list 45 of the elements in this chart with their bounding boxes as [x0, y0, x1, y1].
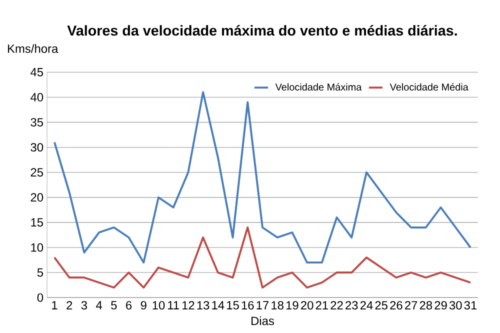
x-tick-label: 5	[111, 301, 117, 310]
x-tick-label: 22	[330, 301, 343, 310]
x-tick-label: 28	[420, 301, 432, 310]
y-tick-label: 15	[31, 218, 44, 227]
x-tick-label: 31	[464, 301, 477, 310]
y-tick-label: 10	[31, 243, 44, 252]
line-series	[53, 91, 472, 264]
x-tick-label: 13	[197, 301, 210, 310]
x-tick-label: 18	[272, 301, 284, 310]
y-tick-label: 25	[30, 168, 44, 177]
y-tick-label: 35	[30, 118, 44, 127]
x-tick-label: 15	[227, 301, 239, 310]
x-tick-label: 10	[152, 301, 165, 310]
x-tick-label: 21	[316, 301, 328, 310]
y-tick-label: 0	[37, 293, 44, 302]
y-tick-label: 5	[37, 268, 44, 277]
y-tick-label: 45	[30, 68, 44, 76]
x-tick-label: 19	[286, 301, 298, 310]
x-tick-label: 1	[52, 301, 58, 310]
x-tick-label: 14	[212, 301, 224, 310]
y-axis-title: Kms/hora	[8, 44, 58, 53]
legend-label: Velocidade Máxima	[275, 83, 362, 91]
legend-label: Velocidade Média	[390, 83, 468, 91]
y-tick-label: 20	[30, 193, 44, 202]
x-axis-title: Dias	[252, 316, 274, 326]
x-tick-label: 16	[242, 301, 254, 310]
x-tick-label: 24	[360, 301, 373, 310]
x-tick-label: 23	[346, 301, 358, 310]
x-tick-label: 27	[405, 301, 418, 310]
x-tick-label: 25	[375, 301, 388, 310]
x-tick-label: 4	[96, 301, 102, 310]
x-tick-label: 29	[434, 301, 447, 310]
x-tick-label: 6	[126, 301, 132, 310]
x-tick-label: 3	[81, 301, 88, 310]
x-tick-label: 12	[182, 301, 194, 310]
x-tick-label: 9	[140, 301, 146, 310]
x-tick-label: 17	[256, 301, 269, 310]
x-tick-label: 2	[66, 301, 72, 310]
x-tick-label: 30	[449, 301, 462, 310]
chart-title: Valores da velocidade máxima do vento e médias diárias.	[67, 25, 457, 36]
x-tick-label: 26	[390, 301, 402, 310]
y-tick-label: 40	[30, 93, 44, 102]
x-tick-label: 11	[168, 301, 179, 310]
x-tick-label: 20	[301, 301, 314, 310]
y-tick-label: 30	[30, 143, 44, 152]
